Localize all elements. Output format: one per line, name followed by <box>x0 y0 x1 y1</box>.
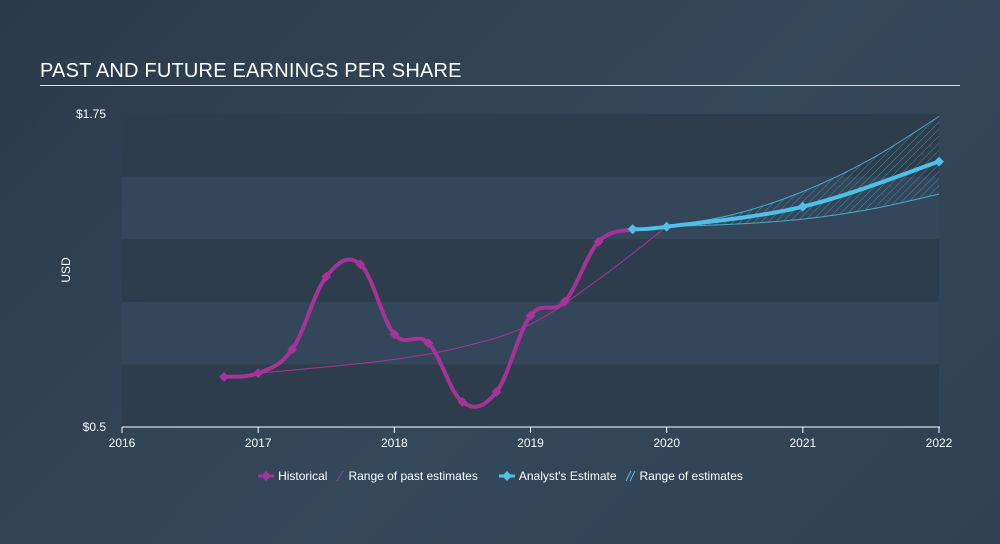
historical-point <box>219 371 230 382</box>
estimate-range-band <box>666 116 939 227</box>
historical-point <box>389 329 400 340</box>
estimate-range-lower <box>666 193 940 228</box>
chart-legend: Historical Range of past estimates Analy… <box>0 469 1000 483</box>
estimate-point <box>661 221 672 232</box>
legend-estimate-icon <box>498 471 515 481</box>
historical-point <box>355 259 366 270</box>
chart-axes: 2016 2017 2018 2019 2020 2021 2022 $1.75 $0.5 <box>76 107 953 450</box>
past-estimates-line <box>258 226 667 374</box>
chart-series <box>219 116 944 409</box>
historical-point <box>491 386 502 397</box>
legend-estimate-label: Analyst's Estimate <box>518 469 617 483</box>
y-tick-label: $0.5 <box>83 420 107 434</box>
grid-band <box>122 364 939 427</box>
legend-estimate-range-label: Range of estimates <box>639 469 743 483</box>
estimate-point <box>627 224 638 235</box>
chart-bands <box>122 114 939 427</box>
grid-band <box>122 114 939 177</box>
historical-point <box>287 344 298 355</box>
historical-point <box>321 271 332 282</box>
x-tick-label: 2016 <box>109 436 136 450</box>
legend-analyst-estimate[interactable]: Analyst's Estimate <box>498 469 617 483</box>
chart-title: PAST AND FUTURE EARNINGS PER SHARE <box>40 60 462 82</box>
legend-past-range[interactable]: Range of past estimates <box>335 469 478 483</box>
legend-past-range-label: Range of past estimates <box>348 469 478 483</box>
legend-past-range-icon <box>336 470 344 482</box>
historical-point <box>423 338 434 349</box>
historical-point <box>559 296 570 307</box>
x-tick-label: 2018 <box>381 436 408 450</box>
estimate-point <box>797 201 808 212</box>
legend-historical-icon <box>258 471 275 481</box>
historical-point <box>253 368 264 379</box>
x-tick-label: 2017 <box>245 436 272 450</box>
x-tick-label: 2022 <box>926 436 953 450</box>
estimate-line <box>630 159 941 232</box>
historical-point <box>525 310 536 321</box>
y-tick-label: $1.75 <box>76 107 106 121</box>
grid-band <box>122 239 939 302</box>
estimate-point <box>934 156 944 167</box>
x-tick-label: 2019 <box>517 436 544 450</box>
legend-estimate-range-icon <box>625 470 635 482</box>
historical-point <box>457 397 468 407</box>
estimate-range-upper <box>666 116 940 228</box>
x-tick-label: 2020 <box>653 436 680 450</box>
x-tick-label: 2021 <box>789 436 816 450</box>
historical-point <box>593 236 604 247</box>
legend-historical[interactable]: Historical <box>257 469 327 483</box>
title-underline <box>40 85 960 86</box>
legend-historical-label: Historical <box>278 469 328 483</box>
legend-estimate-range[interactable]: Range of estimates <box>625 469 743 483</box>
